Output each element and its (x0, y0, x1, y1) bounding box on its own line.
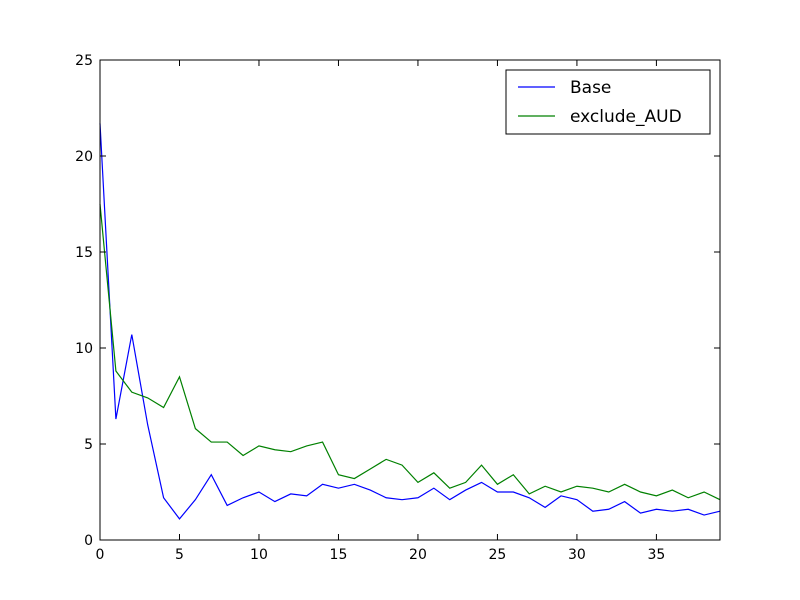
x-tick-label: 35 (647, 547, 665, 563)
y-tick-label: 25 (75, 53, 93, 69)
x-tick-label: 20 (409, 547, 427, 563)
plot-area (100, 60, 720, 540)
x-tick-label: 0 (96, 547, 105, 563)
series-layer (99, 123, 721, 520)
legend-box (505, 69, 711, 135)
x-tick-label: 5 (175, 547, 184, 563)
series-line-base (99, 123, 721, 520)
x-tick-label: 15 (330, 547, 348, 563)
legend: Base exclude_AUD (505, 69, 711, 135)
y-tick-label: 15 (75, 245, 93, 261)
legend-label-exclude-aud: exclude_AUD (570, 107, 682, 127)
x-tick-label: 10 (250, 547, 268, 563)
y-tick-label: 10 (75, 341, 93, 357)
legend-label-base: Base (570, 78, 611, 98)
y-tick-label: 5 (84, 437, 93, 453)
tick-layer: 0 5 10 15 20 25 30 35 0 5 10 15 20 25 (75, 53, 720, 563)
x-tick-label: 30 (568, 547, 586, 563)
x-tick-label: 25 (489, 547, 507, 563)
y-tick-label: 0 (84, 533, 93, 549)
series-line-exclude-aud (99, 203, 721, 501)
y-tick-label: 20 (75, 149, 93, 165)
plot-frame (99, 59, 721, 541)
